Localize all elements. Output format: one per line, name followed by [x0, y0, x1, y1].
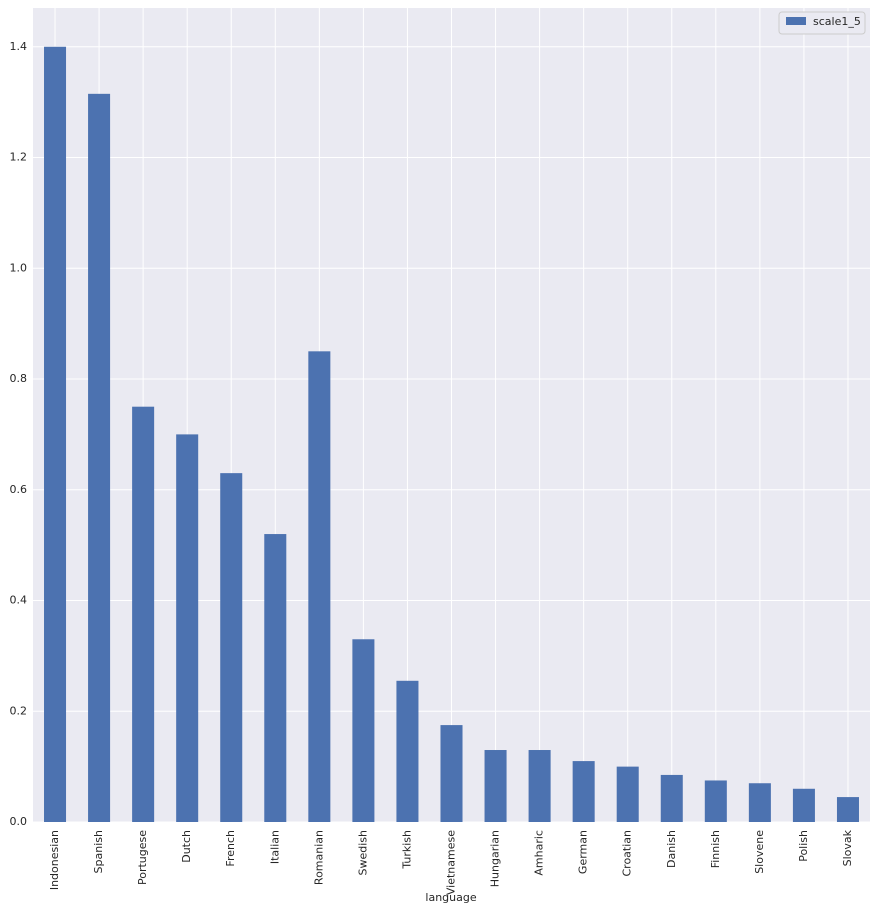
x-tick-label: German: [577, 830, 590, 874]
legend-swatch: [786, 17, 806, 25]
x-tick-label: Amharic: [533, 830, 546, 876]
y-tick-label: 0.4: [10, 594, 28, 607]
x-tick-label: Polish: [797, 830, 810, 862]
y-tick-label: 0.2: [10, 704, 28, 717]
bar: [220, 473, 243, 822]
x-tick-label: French: [224, 830, 237, 867]
bar: [88, 93, 111, 822]
x-tick-label: Turkish: [400, 830, 413, 870]
legend-label: scale1_5: [813, 15, 861, 28]
bar: [308, 351, 331, 822]
x-tick-label: Slovak: [841, 829, 854, 866]
bars: [44, 46, 859, 823]
x-tick-label: Vietnamese: [445, 830, 458, 895]
bar: [572, 761, 595, 822]
x-tick-label: Portugese: [136, 830, 149, 885]
x-tick-label: Slovene: [753, 830, 766, 874]
y-tick-label: 0.8: [10, 372, 28, 385]
bar: [616, 766, 639, 822]
bar: [264, 534, 287, 822]
bar: [176, 434, 199, 822]
bar: [792, 788, 815, 822]
x-tick-label: Dutch: [180, 830, 193, 863]
y-tick-label: 0.6: [10, 483, 28, 496]
bar: [484, 750, 507, 822]
bar: [132, 406, 155, 822]
bar: [660, 774, 683, 822]
bar: [396, 680, 419, 822]
x-tick-label: Danish: [665, 830, 678, 868]
y-tick-label: 1.4: [10, 40, 28, 53]
x-tick-label: Finnish: [709, 830, 722, 868]
x-tick-label: Hungarian: [489, 830, 502, 887]
x-axis-label: language: [425, 891, 476, 904]
y-tick-label: 1.2: [10, 151, 28, 164]
x-tick-label: Italian: [268, 830, 281, 864]
x-tick-label: Romanian: [312, 830, 325, 885]
bar: [440, 725, 463, 822]
x-tick-label: Croatian: [621, 830, 634, 877]
bar: [836, 797, 859, 822]
bar: [704, 780, 727, 822]
bar: [352, 639, 375, 822]
bar: [44, 46, 67, 823]
y-tick-label: 1.0: [10, 261, 28, 274]
x-tick-label: Spanish: [92, 830, 105, 873]
bar: [528, 750, 551, 822]
y-tick-label: 0.0: [10, 815, 28, 828]
x-tick-label: Indonesian: [48, 830, 61, 890]
x-tick-label: Swedish: [356, 830, 369, 876]
bar: [748, 783, 771, 822]
